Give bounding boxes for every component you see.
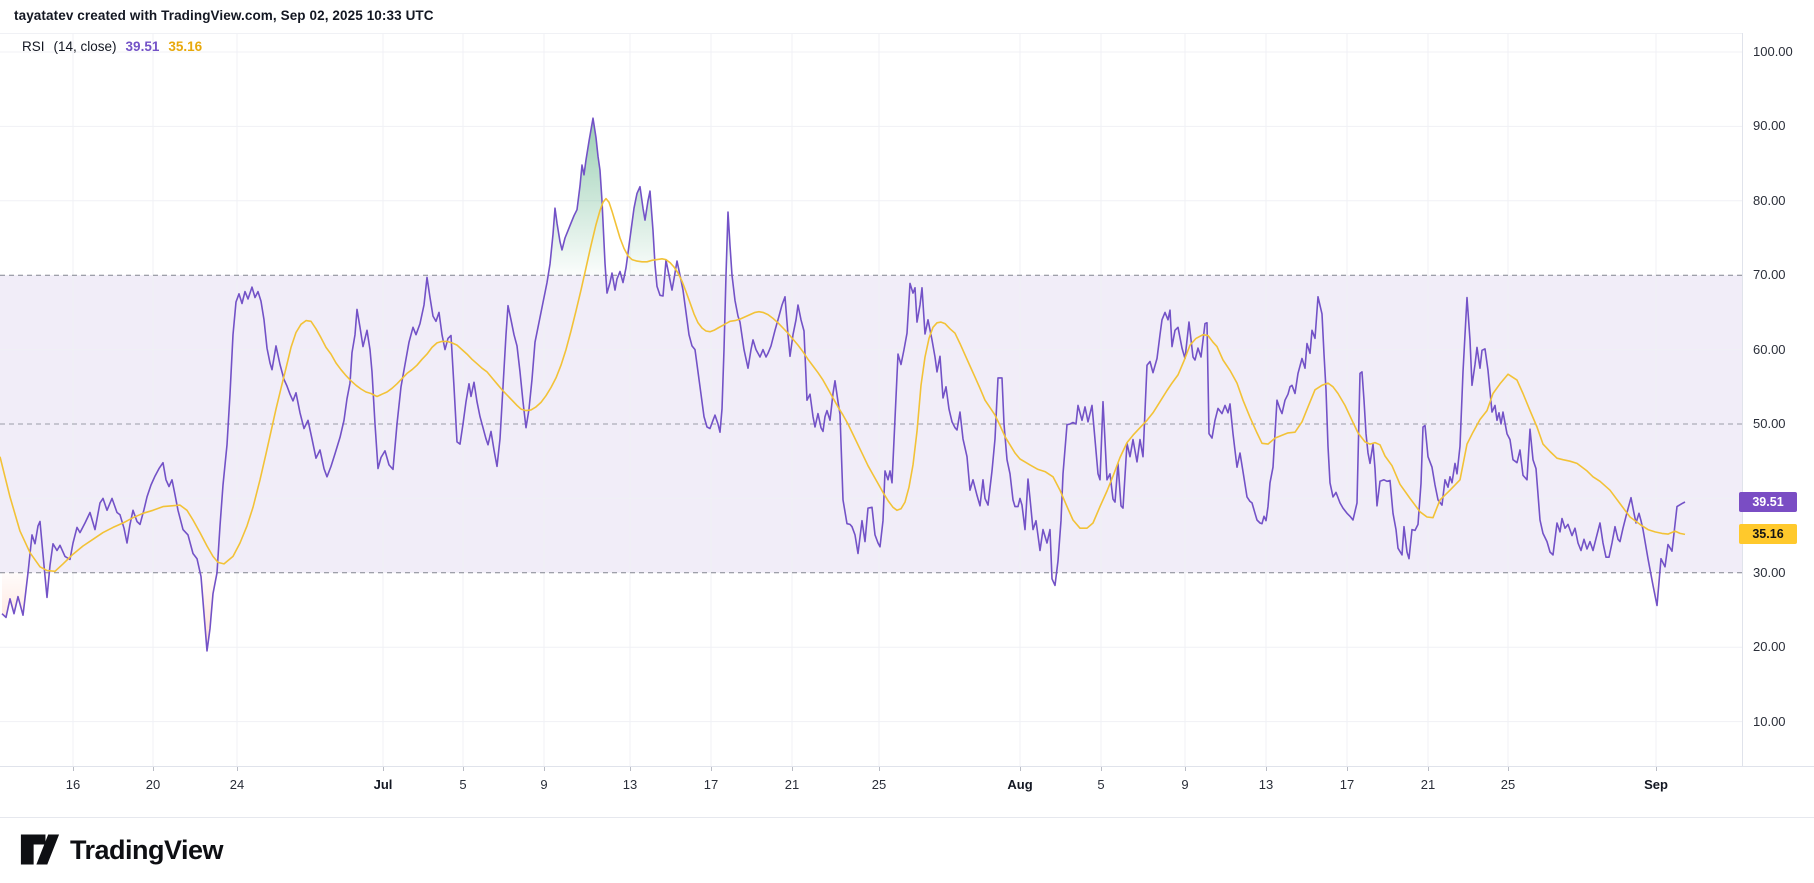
time-axis-tick	[792, 767, 793, 771]
price-axis-label: 50.00	[1753, 416, 1786, 431]
time-axis-tick	[1266, 767, 1267, 771]
price-axis-label: 90.00	[1753, 118, 1786, 134]
time-axis-label: 17	[1339, 777, 1355, 792]
time-axis-tick	[1347, 767, 1348, 771]
indicator-name: RSI	[22, 39, 45, 54]
time-axis-tick	[1508, 767, 1509, 771]
time-axis-label: 9	[540, 777, 548, 792]
time-axis-tick	[1020, 767, 1021, 771]
time-axis-label: Sep	[1644, 777, 1668, 792]
time-axis-tick	[711, 767, 712, 771]
legend-rsi-value: 39.51	[125, 39, 160, 54]
creator-credit: tayatatev created with TradingView.com, …	[14, 8, 434, 23]
time-axis-label: 17	[703, 777, 719, 792]
rsi-line	[1, 117, 1686, 652]
time-axis-label: 5	[1097, 777, 1105, 792]
price-scale[interactable]: 100.00 90.00 80.00 70.00 60.00 50.00 30.00 20.0…	[1739, 33, 1814, 766]
time-axis-tick	[383, 767, 384, 771]
time-axis-label: Aug	[1007, 777, 1033, 792]
time-axis-label: 25	[871, 777, 887, 792]
time-axis-tick	[237, 767, 238, 771]
price-axis-label: 10.00	[1753, 713, 1786, 729]
time-scale[interactable]: 16 20 24 Jul 5 9 13 17 21 25 Aug 5 9 13 17 21 25 Sep	[0, 766, 1814, 818]
tradingview-branding: TradingView	[20, 831, 224, 869]
ma-line	[0, 197, 1686, 573]
time-axis-tick	[1185, 767, 1186, 771]
time-axis-label: 24	[229, 777, 245, 792]
time-axis-tick	[73, 767, 74, 771]
time-axis-tick	[1428, 767, 1429, 771]
time-axis-tick	[879, 767, 880, 771]
time-axis-label: 21	[1420, 777, 1436, 792]
time-axis-label: 5	[459, 777, 467, 792]
pane-divider	[0, 33, 1742, 34]
time-axis-label: 25	[1500, 777, 1516, 792]
time-axis-tick	[630, 767, 631, 771]
rsi-price-badge: 39.51	[1739, 492, 1797, 513]
ma-price-badge: 35.16	[1739, 524, 1797, 545]
indicator-legend[interactable]: RSI (14, close) 39.51 35.16	[22, 39, 202, 54]
price-axis-label: 60.00	[1753, 341, 1786, 357]
price-axis-label: 80.00	[1753, 192, 1786, 208]
time-axis-label: Jul	[373, 777, 393, 792]
time-axis-tick	[463, 767, 464, 771]
price-axis-label: 30.00	[1753, 564, 1786, 580]
overbought-gradient-fill	[548, 118, 732, 276]
legend-ma-value: 35.16	[168, 39, 203, 54]
time-axis-label: 9	[1181, 777, 1189, 792]
time-axis-tick	[153, 767, 154, 771]
time-axis-label: 13	[1258, 777, 1274, 792]
horizontal-gridlines	[0, 51, 1742, 723]
time-axis-tick	[544, 767, 545, 771]
time-axis-label: 21	[784, 777, 800, 792]
time-axis-label: 16	[65, 777, 81, 792]
time-axis-label: 20	[145, 777, 161, 792]
time-axis-tick	[1656, 767, 1657, 771]
time-axis-label: 13	[622, 777, 638, 792]
price-axis-label: 100.00	[1753, 44, 1793, 59]
price-axis-label: 20.00	[1753, 639, 1786, 655]
tradingview-logo-text: TradingView	[70, 834, 224, 865]
tradingview-logo-icon	[20, 834, 60, 865]
indicator-params: (14, close)	[53, 39, 117, 54]
price-axis-label: 70.00	[1753, 267, 1786, 283]
time-axis-tick	[1101, 767, 1102, 771]
